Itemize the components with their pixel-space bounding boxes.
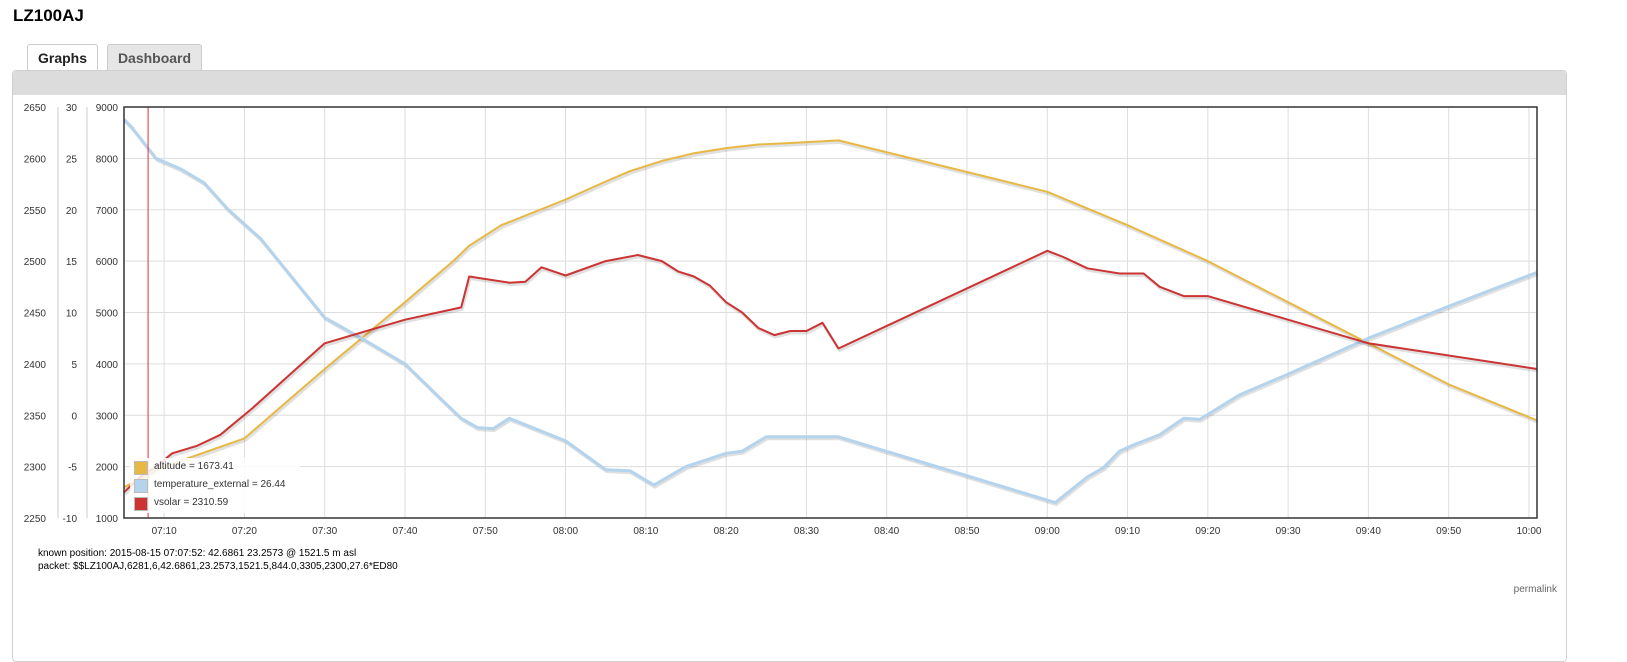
y-tick-label-altitude: 9000 — [96, 103, 119, 114]
y-tick-label-temperature_external: 15 — [66, 257, 78, 268]
x-tick-label: 08:40 — [874, 526, 899, 537]
y-tick-label-temperature_external: -10 — [63, 514, 78, 525]
x-tick-label: 09:00 — [1035, 526, 1060, 537]
panel-header-bar — [13, 71, 1566, 95]
tab-graphs[interactable]: Graphs — [27, 44, 98, 72]
y-tick-label-vsolar: 2450 — [24, 309, 47, 320]
series-shadow-altitude — [124, 140, 1539, 491]
chart-legend: altitude = 1673.41 temperature_external … — [130, 458, 300, 513]
x-tick-label: 07:40 — [392, 526, 417, 537]
x-tick-label: 08:00 — [553, 526, 578, 537]
x-tick-label: 08:10 — [633, 526, 658, 537]
legend-swatch-temperature-external — [134, 479, 148, 493]
permalink-link[interactable]: permalink — [1513, 584, 1557, 595]
x-tick-label: 08:20 — [714, 526, 739, 537]
legend-swatch-altitude — [134, 461, 148, 475]
x-tick-label: 09:50 — [1436, 526, 1461, 537]
y-tick-label-vsolar: 2650 — [24, 103, 47, 114]
x-tick-label: 07:30 — [312, 526, 337, 537]
y-tick-label-altitude: 6000 — [96, 257, 119, 268]
x-tick-label: 08:50 — [954, 526, 979, 537]
legend-swatch-vsolar — [134, 497, 148, 511]
y-tick-label-temperature_external: 30 — [66, 103, 78, 114]
y-tick-label-altitude: 7000 — [96, 206, 119, 217]
y-tick-label-vsolar: 2400 — [24, 360, 47, 371]
info-block: known position: 2015-08-15 07:07:52: 42.… — [38, 547, 398, 573]
y-tick-label-altitude: 2000 — [96, 463, 119, 474]
legend-label-altitude: altitude = 1673.41 — [154, 461, 234, 472]
legend-label-temperature-external: temperature_external = 26.44 — [154, 479, 286, 490]
y-tick-label-altitude: 3000 — [96, 411, 119, 422]
x-tick-label: 09:20 — [1195, 526, 1220, 537]
y-tick-label-altitude: 8000 — [96, 154, 119, 165]
y-tick-label-altitude: 1000 — [96, 514, 119, 525]
plot-frame — [123, 106, 1538, 519]
y-tick-label-temperature_external: 10 — [66, 309, 78, 320]
x-tick-label: 07:50 — [473, 526, 498, 537]
series-shadow-vsolar — [123, 251, 1539, 496]
y-tick-label-temperature_external: 5 — [71, 360, 77, 371]
packet-text: packet: $$LZ100AJ,6281,6,42.6861,23.2573… — [38, 561, 398, 572]
y-tick-label-temperature_external: 0 — [71, 411, 77, 422]
y-tick-label-vsolar: 2550 — [24, 206, 47, 217]
telemetry-chart[interactable]: 07:10 07:20 07:30 07:40 07:50 08:00 08:10 08:20… — [0, 90, 1627, 545]
y-tick-label-temperature_external: 25 — [66, 154, 78, 165]
y-tick-label-vsolar: 2250 — [24, 514, 47, 525]
y-tick-label-temperature_external: -5 — [68, 463, 77, 474]
y-tick-label-vsolar: 2600 — [24, 154, 47, 165]
x-tick-label: 09:40 — [1356, 526, 1381, 537]
y-tick-label-altitude: 5000 — [96, 309, 119, 320]
x-tick-label: 07:20 — [232, 526, 257, 537]
legend-label-vsolar: vsolar = 2310.59 — [154, 497, 229, 508]
known-position-text: known position: 2015-08-15 07:07:52: 42.… — [38, 548, 357, 559]
series-line-altitude — [123, 139, 1538, 489]
page-title: LZ100AJ — [13, 6, 84, 25]
y-tick-label-vsolar: 2300 — [24, 463, 47, 474]
x-tick-label: 09:30 — [1276, 526, 1301, 537]
x-tick-label: 07:10 — [152, 526, 177, 537]
series-line-temperature_external — [122, 118, 1538, 505]
x-tick-label: 09:10 — [1115, 526, 1140, 537]
y-tick-label-temperature_external: 20 — [66, 206, 78, 217]
x-tick-label: 10:00 — [1516, 526, 1541, 537]
y-tick-label-altitude: 4000 — [96, 360, 119, 371]
y-tick-label-vsolar: 2350 — [24, 411, 47, 422]
x-tick-label: 08:30 — [794, 526, 819, 537]
y-tick-label-vsolar: 2500 — [24, 257, 47, 268]
tab-dashboard[interactable]: Dashboard — [107, 44, 202, 71]
series-line-vsolar — [123, 249, 1538, 494]
